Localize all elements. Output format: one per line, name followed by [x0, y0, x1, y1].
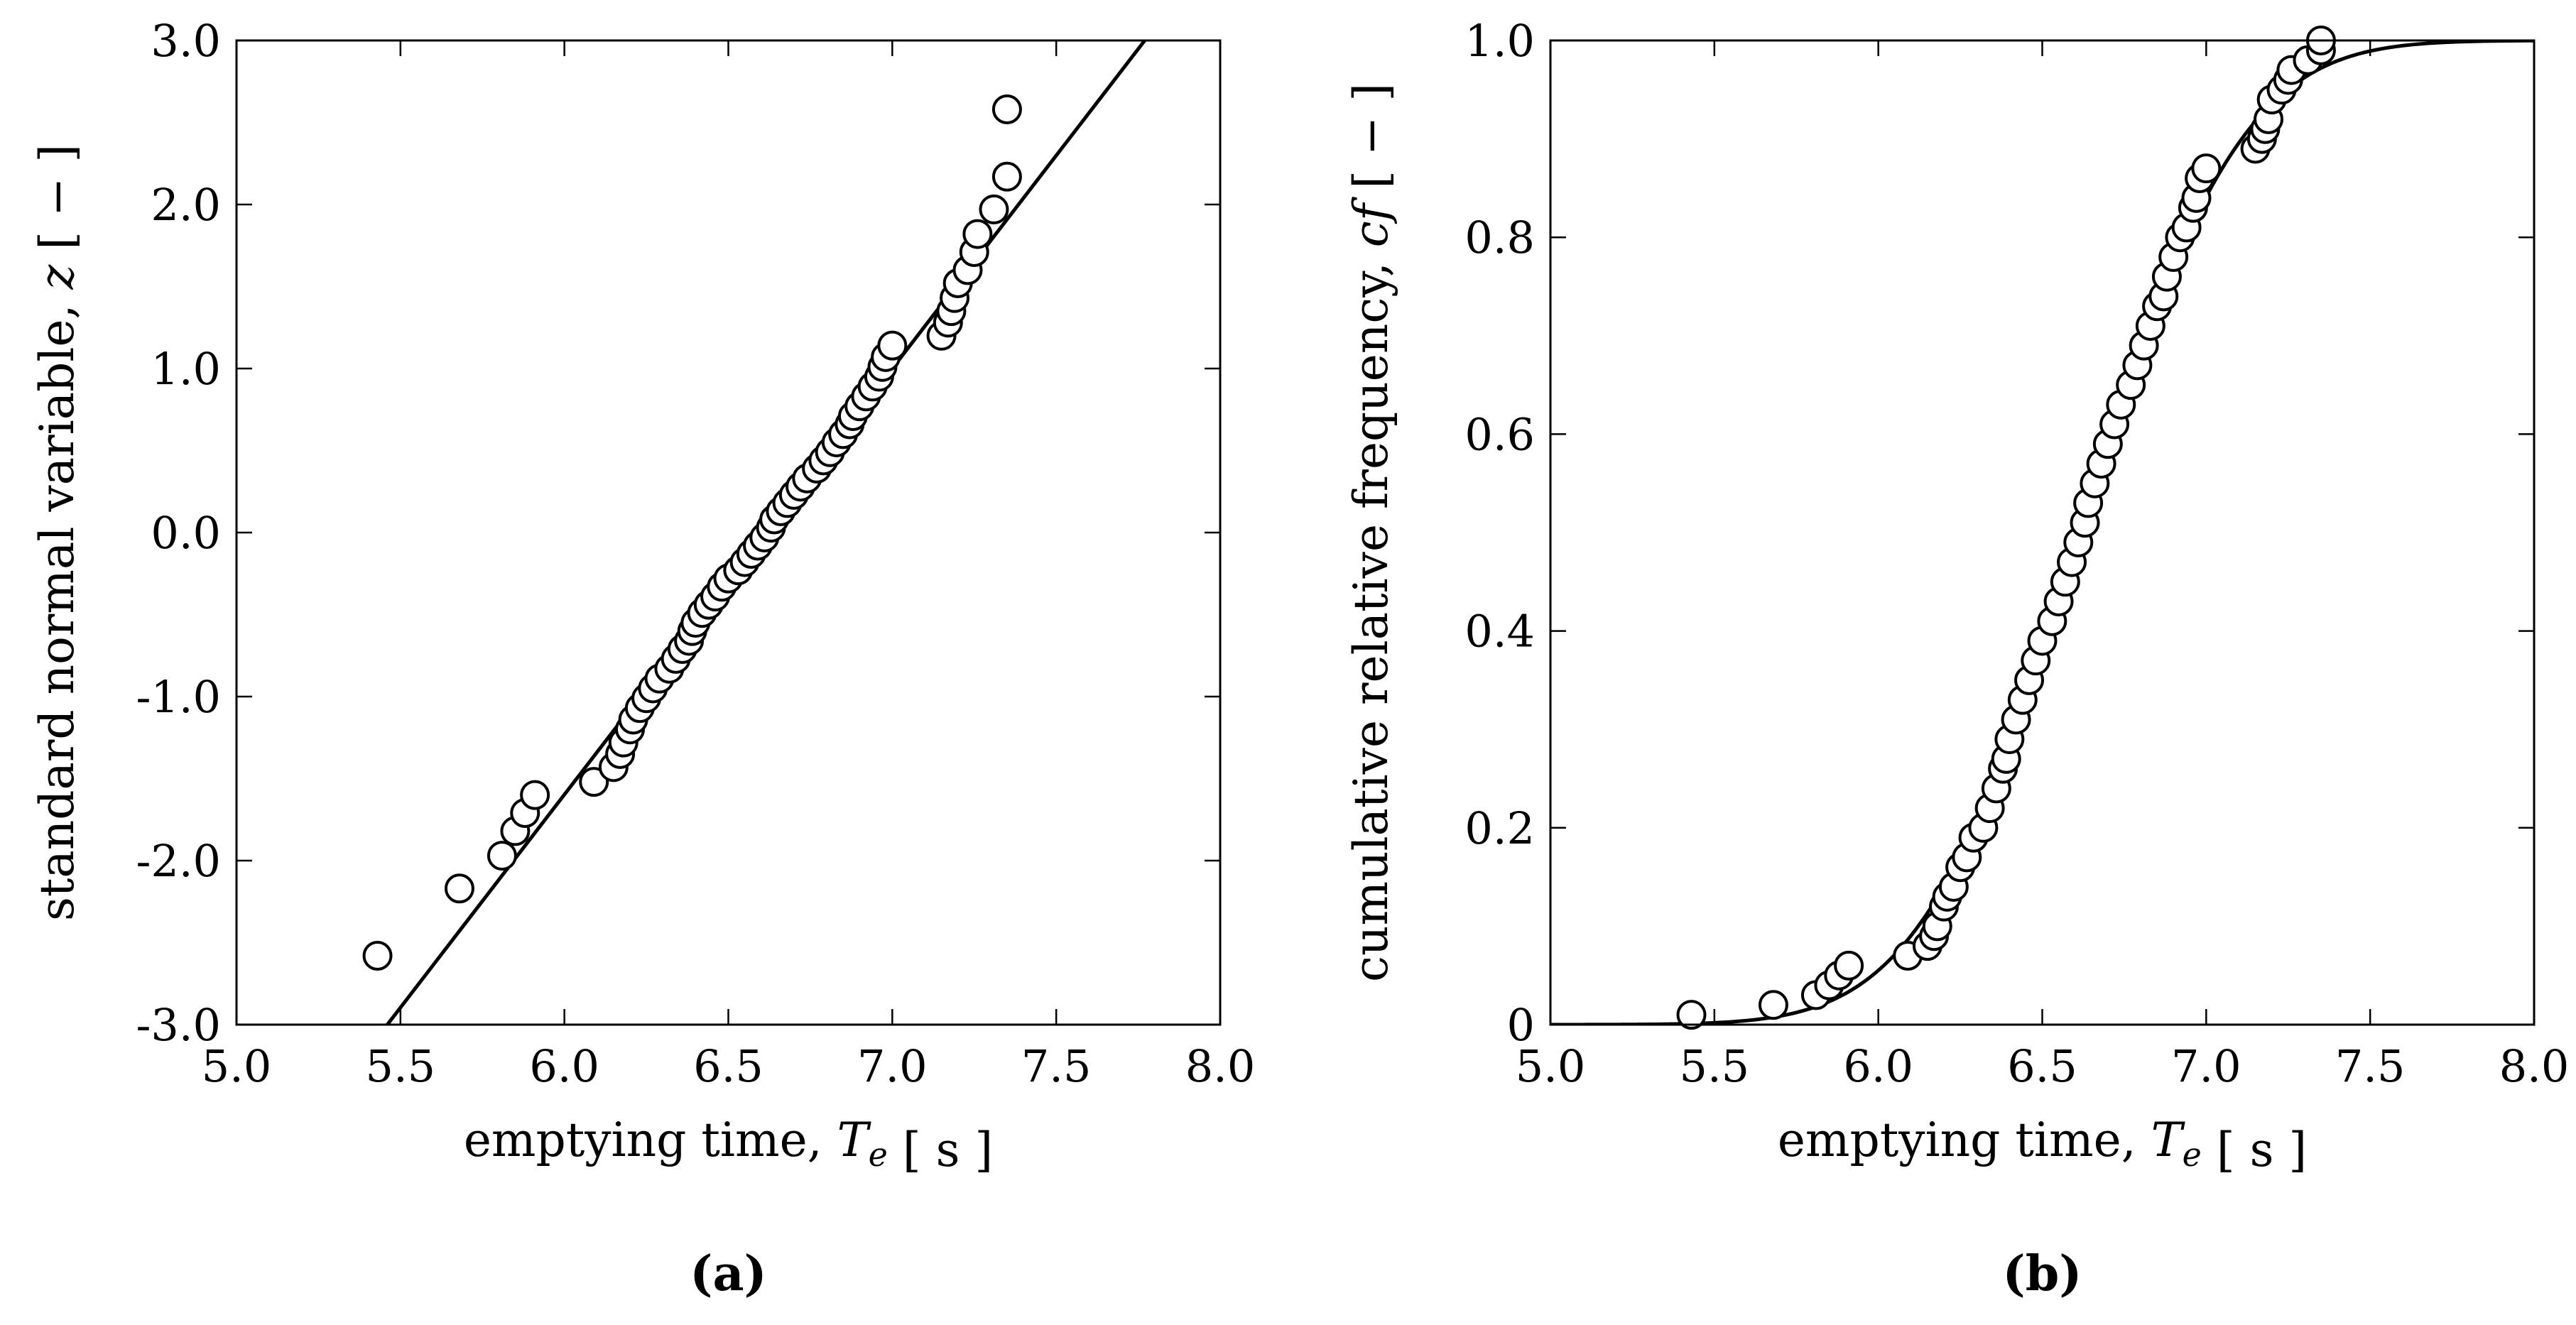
- data-point: [1676, 1000, 1707, 1030]
- x-tick-label: 7.5: [2335, 1040, 2406, 1092]
- panel-b-x-axis-title: emptying time, Te [ s ]: [1778, 1113, 2307, 1177]
- x-tick-label: 6.0: [529, 1040, 599, 1092]
- data-point: [1834, 950, 1864, 981]
- panel-a-chart: 5.0 5.5 6.0 6.5 7.0 7.5 8.0 -3.0 -2.0 -1.0 0.0 1.0…: [30, 15, 1255, 1302]
- y-tick-label: 2.0: [151, 179, 221, 231]
- panel-b-label: (b): [2003, 1245, 2082, 1302]
- data-point: [991, 161, 1022, 192]
- panel-a-x-axis-title: emptying time, Te [ s ]: [464, 1113, 993, 1177]
- y-tick-label: -2.0: [136, 835, 221, 887]
- x-tick-label: 8.0: [1185, 1040, 1256, 1092]
- x-tick-label: 7.0: [2171, 1040, 2241, 1092]
- panel-a-y-tick-labels: -3.0 -2.0 -1.0 0.0 1.0 2.0 3.0: [136, 15, 221, 1051]
- y-tick-label: 0.8: [1464, 212, 1535, 263]
- x-tick-label: 5.5: [366, 1040, 436, 1092]
- x-tick-label: 6.5: [2007, 1040, 2077, 1092]
- x-tick-label: 5.0: [1516, 1040, 1586, 1092]
- panel-a-y-axis-title: standard normal variable, z [ − ]: [30, 144, 85, 921]
- y-tick-label: 0: [1507, 999, 1535, 1051]
- y-tick-label: -1.0: [136, 671, 221, 723]
- data-point: [991, 94, 1022, 125]
- x-tick-label: 6.0: [1843, 1040, 1913, 1092]
- data-point: [579, 767, 609, 797]
- panel-a-x-tick-labels: 5.0 5.5 6.0 6.5 7.0 7.5 8.0: [202, 1040, 1256, 1092]
- y-tick-label: 0.6: [1464, 408, 1535, 460]
- panel-a-label: (a): [690, 1245, 766, 1302]
- x-tick-label: 7.5: [1021, 1040, 1092, 1092]
- panel-b-x-tick-labels: 5.0 5.5 6.0 6.5 7.0 7.5 8.0: [1516, 1040, 2570, 1092]
- data-point: [962, 219, 993, 249]
- x-tick-label: 5.5: [1680, 1040, 1750, 1092]
- panel-b-y-axis-title: cumulative relative frequency, cf [ − ]: [1344, 83, 1398, 982]
- panel-a-plot-frame: [235, 39, 1222, 1026]
- x-tick-label: 8.0: [2499, 1040, 2570, 1092]
- data-point: [1758, 990, 1788, 1020]
- y-tick-label: 1.0: [1464, 15, 1535, 67]
- data-point: [520, 780, 550, 810]
- data-point: [877, 330, 908, 361]
- data-point: [362, 940, 393, 971]
- panel-a-points: [362, 94, 1022, 971]
- y-tick-label: 3.0: [151, 15, 221, 67]
- panel-a-ticks: [235, 39, 1222, 1026]
- data-point: [487, 841, 517, 871]
- data-point: [444, 873, 474, 904]
- data-point: [2191, 153, 2222, 184]
- panel-b-plot-frame: [1549, 39, 2536, 1026]
- data-point: [979, 194, 1009, 224]
- panel-b-ticks: [1549, 39, 2536, 1026]
- panel-b-y-tick-labels: 0 0.2 0.4 0.6 0.8 1.0: [1464, 15, 1535, 1051]
- x-tick-label: 6.5: [693, 1040, 763, 1092]
- y-tick-label: -3.0: [136, 999, 221, 1051]
- y-tick-label: 1.0: [151, 343, 221, 395]
- panel-b-chart: 5.0 5.5 6.0 6.5 7.0 7.5 8.0 0 0.2 0.4 0.6 0.8 1.0 e…: [1344, 15, 2569, 1302]
- x-tick-label: 5.0: [202, 1040, 272, 1092]
- y-tick-label: 0.0: [151, 507, 221, 559]
- y-tick-label: 0.2: [1464, 802, 1535, 854]
- y-tick-label: 0.4: [1464, 606, 1535, 658]
- panel-b-points: [1676, 26, 2336, 1030]
- x-tick-label: 7.0: [857, 1040, 928, 1092]
- fit-line: [1550, 40, 2534, 1025]
- panel-b-fit-lines: [1550, 40, 2534, 1025]
